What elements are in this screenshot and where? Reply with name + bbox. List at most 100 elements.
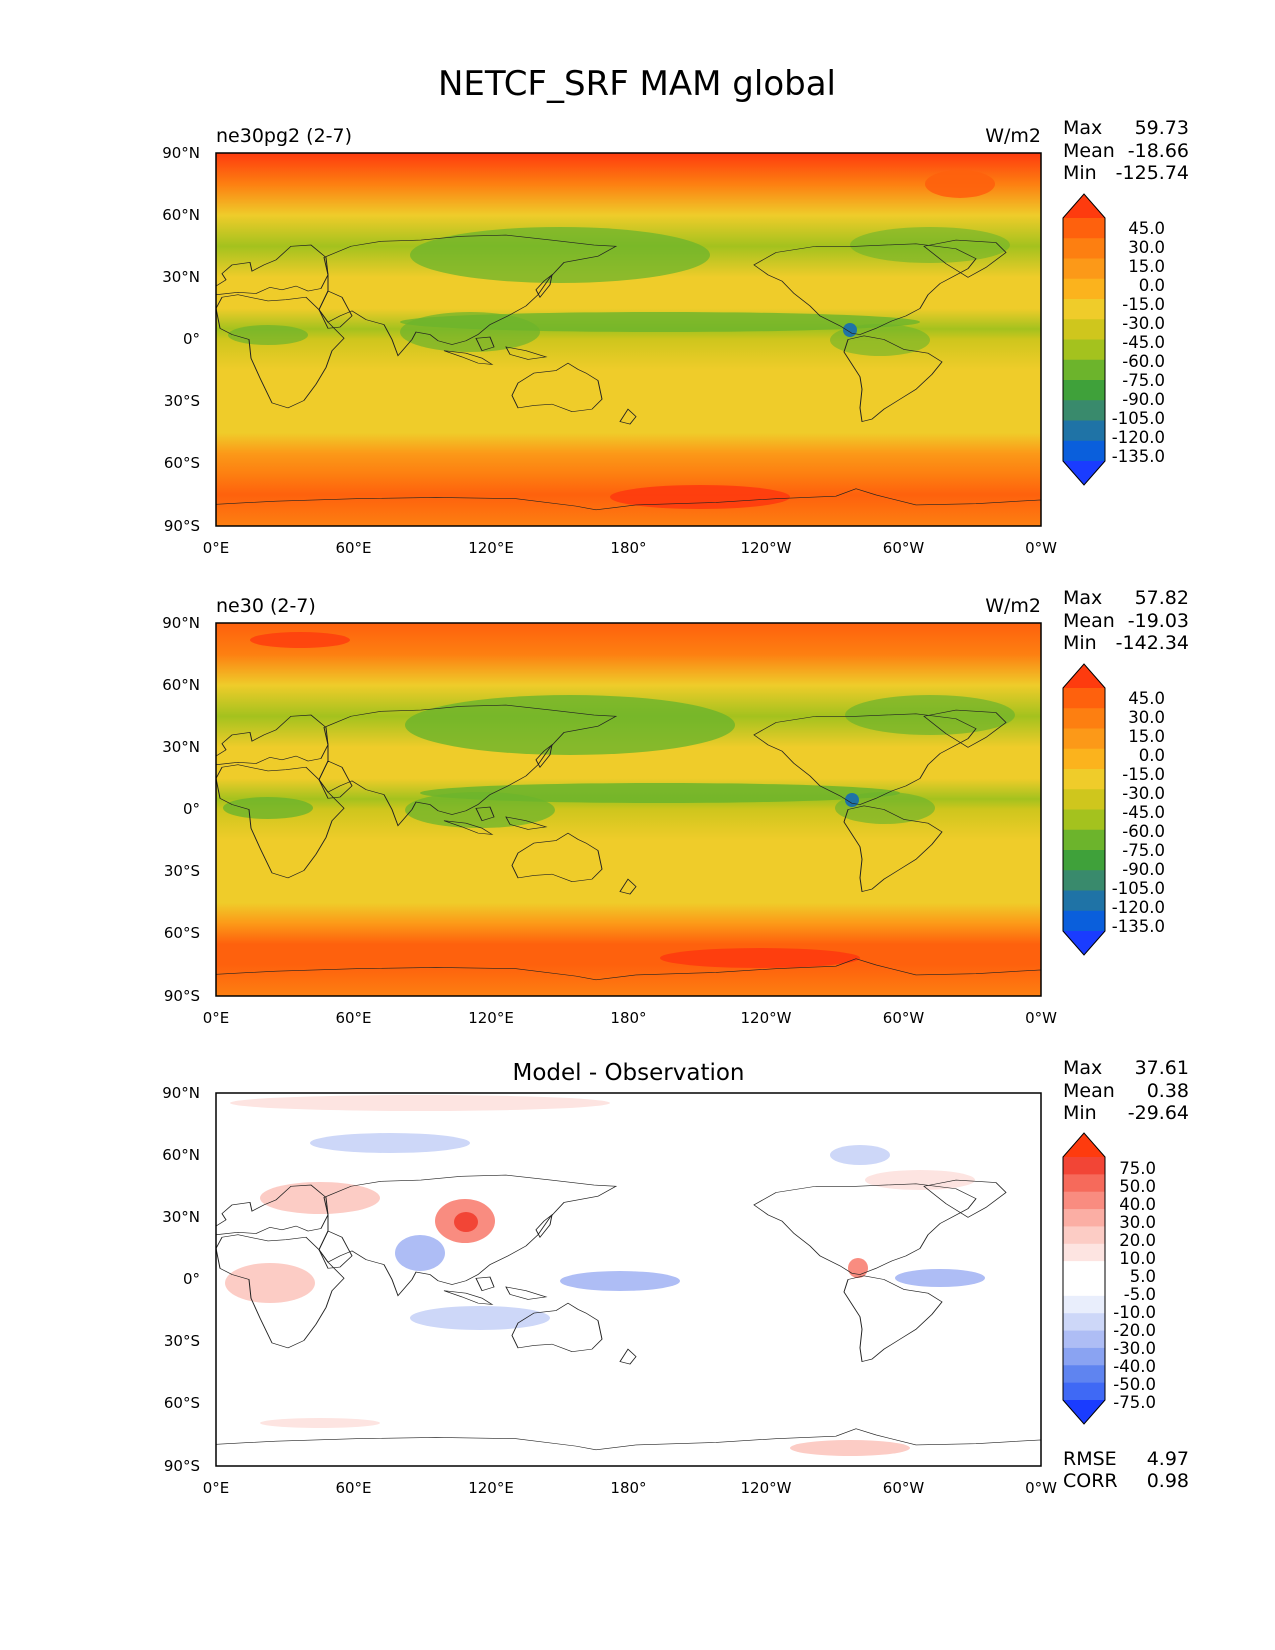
bottom-map-frame bbox=[215, 1092, 1042, 1467]
top-panel: ne30pg2 (2-7) W/m2 0°E 60°E 120°E 180° 1… bbox=[162, 117, 1189, 557]
bottom-colorbar-segment bbox=[1063, 1278, 1105, 1297]
bottom-colorbar-extend-min bbox=[1063, 1400, 1105, 1424]
middle-y-tick-label: 0° bbox=[183, 800, 200, 818]
bottom-x-ticks: 0°E 60°E 120°E 180° 120°W 60°W 0°W bbox=[203, 1479, 1057, 1497]
bottom-colorbar-labels: 75.0 50.0 40.0 30.0 20.0 10.0 5.0 -5.0 -… bbox=[1113, 1159, 1156, 1412]
middle-colorbar-level: -90.0 bbox=[1122, 860, 1165, 879]
middle-colorbar-segment bbox=[1063, 708, 1105, 729]
top-colorbar bbox=[1062, 193, 1106, 486]
bottom-colorbar-level: -20.0 bbox=[1113, 1321, 1156, 1340]
bottom-colorbar-segment bbox=[1063, 1209, 1105, 1227]
top-x-tick-label: 0°W bbox=[1025, 539, 1057, 557]
bottom-anomaly-eurasia-negative bbox=[310, 1133, 470, 1153]
middle-x-tick-label: 180° bbox=[610, 1009, 646, 1027]
middle-x-tick-label: 60°E bbox=[335, 1009, 371, 1027]
bottom-colorbar-segment bbox=[1063, 1382, 1105, 1401]
top-colorbar-segment bbox=[1063, 380, 1105, 401]
middle-mean-value: -19.03 bbox=[1128, 610, 1189, 632]
bottom-colorbar-level: 30.0 bbox=[1119, 1213, 1156, 1232]
bottom-max-value: 37.61 bbox=[1135, 1057, 1189, 1079]
bottom-colorbar-level: -40.0 bbox=[1113, 1357, 1156, 1376]
top-colorbar-segment bbox=[1063, 299, 1105, 320]
middle-x-tick-label: 60°W bbox=[883, 1009, 925, 1027]
top-colorbar-level: -15.0 bbox=[1122, 295, 1165, 314]
top-panama-minimum bbox=[843, 323, 857, 337]
middle-x-tick-label: 120°W bbox=[741, 1009, 792, 1027]
top-stats: Max 59.73 Mean -18.66 Min -125.74 bbox=[1063, 117, 1189, 184]
top-min-value: -125.74 bbox=[1116, 162, 1189, 184]
middle-arctic-max bbox=[250, 632, 350, 648]
middle-colorbar-outline bbox=[1062, 663, 1106, 956]
middle-y-tick-label: 30°N bbox=[162, 738, 200, 756]
top-y-tick-label: 60°N bbox=[162, 206, 200, 224]
bottom-colorbar-segment bbox=[1063, 1243, 1105, 1262]
top-colorbar-level: -75.0 bbox=[1122, 371, 1165, 390]
top-panel-units: W/m2 bbox=[985, 125, 1041, 147]
bottom-colorbar-segment bbox=[1063, 1347, 1105, 1366]
middle-colorbar bbox=[1062, 663, 1106, 956]
bottom-y-tick-label: 90°S bbox=[164, 1457, 200, 1475]
bottom-colorbar-level: -30.0 bbox=[1113, 1339, 1156, 1358]
middle-colorbar-segment bbox=[1063, 748, 1105, 770]
middle-y-tick-label: 60°N bbox=[162, 676, 200, 694]
bottom-colorbar-segment bbox=[1063, 1191, 1105, 1210]
bottom-y-tick-label: 0° bbox=[183, 1270, 200, 1288]
middle-north-pacific-band bbox=[405, 695, 735, 755]
bottom-colorbar-level: 20.0 bbox=[1119, 1231, 1156, 1250]
middle-panel: ne30 (2-7) W/m2 0°E 60°E 120°E 180° 120°… bbox=[162, 587, 1189, 1027]
top-x-tick-label: 180° bbox=[610, 539, 646, 557]
bottom-colorbar bbox=[1062, 1132, 1106, 1425]
middle-max-label: Max bbox=[1063, 587, 1102, 609]
top-x-tick-label: 120°W bbox=[741, 539, 792, 557]
top-colorbar-segment bbox=[1063, 339, 1105, 361]
top-colorbar-level: -105.0 bbox=[1112, 409, 1165, 428]
top-y-tick-label: 0° bbox=[183, 330, 200, 348]
bottom-anomaly-epac-negative bbox=[895, 1269, 985, 1287]
middle-colorbar-extend-max bbox=[1063, 664, 1105, 688]
bottom-x-tick-label: 180° bbox=[610, 1479, 646, 1497]
top-y-tick-label: 60°S bbox=[164, 454, 200, 472]
bottom-colorbar-level: -50.0 bbox=[1113, 1375, 1156, 1394]
middle-x-tick-label: 120°E bbox=[468, 1009, 514, 1027]
middle-colorbar-segment bbox=[1063, 688, 1105, 709]
bottom-colorbar-level: -5.0 bbox=[1124, 1285, 1156, 1304]
top-colorbar-extend-min bbox=[1063, 461, 1105, 485]
middle-mean-label: Mean bbox=[1063, 610, 1115, 632]
bottom-anomaly-pacific-negative bbox=[560, 1271, 680, 1291]
middle-y-tick-label: 30°S bbox=[164, 862, 200, 880]
middle-stats: Max 57.82 Mean -19.03 Min -142.34 bbox=[1063, 587, 1189, 654]
top-x-tick-label: 60°E bbox=[335, 539, 371, 557]
middle-colorbar-level: -15.0 bbox=[1122, 765, 1165, 784]
middle-colorbar-level: 0.0 bbox=[1139, 746, 1165, 765]
middle-colorbar-level: 45.0 bbox=[1128, 689, 1165, 708]
bottom-colorbar-level: 5.0 bbox=[1130, 1267, 1156, 1286]
bottom-mean-value: 0.38 bbox=[1147, 1080, 1189, 1102]
bottom-anomaly-india-negative bbox=[395, 1235, 445, 1271]
top-map-features bbox=[216, 170, 1041, 526]
middle-panel-units: W/m2 bbox=[985, 595, 1041, 617]
bottom-colorbar-level: 50.0 bbox=[1119, 1177, 1156, 1196]
middle-x-ticks: 0°E 60°E 120°E 180° 120°W 60°W 0°W bbox=[203, 1009, 1057, 1027]
bottom-mean-label: Mean bbox=[1063, 1080, 1115, 1102]
bottom-colorbar-outline bbox=[1062, 1132, 1106, 1425]
bottom-anomaly-antarctic-positive bbox=[790, 1440, 910, 1456]
top-maritime-continent bbox=[400, 312, 540, 352]
middle-colorbar-segment bbox=[1063, 769, 1105, 790]
bottom-y-tick-label: 60°N bbox=[162, 1146, 200, 1164]
top-x-ticks: 0°E 60°E 120°E 180° 120°W 60°W 0°W bbox=[203, 539, 1057, 557]
top-colorbar-segment bbox=[1063, 258, 1105, 280]
middle-colorbar-segment bbox=[1063, 870, 1105, 891]
middle-colorbar-level: -30.0 bbox=[1122, 784, 1165, 803]
middle-colorbar-level: -75.0 bbox=[1122, 841, 1165, 860]
bottom-y-tick-label: 30°S bbox=[164, 1332, 200, 1350]
bottom-anomaly-namerica-negative bbox=[830, 1145, 890, 1165]
middle-y-tick-label: 90°S bbox=[164, 987, 200, 1005]
middle-colorbar-segment bbox=[1063, 910, 1105, 932]
middle-colorbar-segment bbox=[1063, 850, 1105, 871]
corr-value: 0.98 bbox=[1147, 1470, 1189, 1492]
middle-colorbar-segment bbox=[1063, 809, 1105, 831]
top-colorbar-segment bbox=[1063, 440, 1105, 462]
bottom-map-features bbox=[216, 1095, 1041, 1466]
middle-min-label: Min bbox=[1063, 632, 1097, 654]
bottom-x-tick-label: 0°W bbox=[1025, 1479, 1057, 1497]
